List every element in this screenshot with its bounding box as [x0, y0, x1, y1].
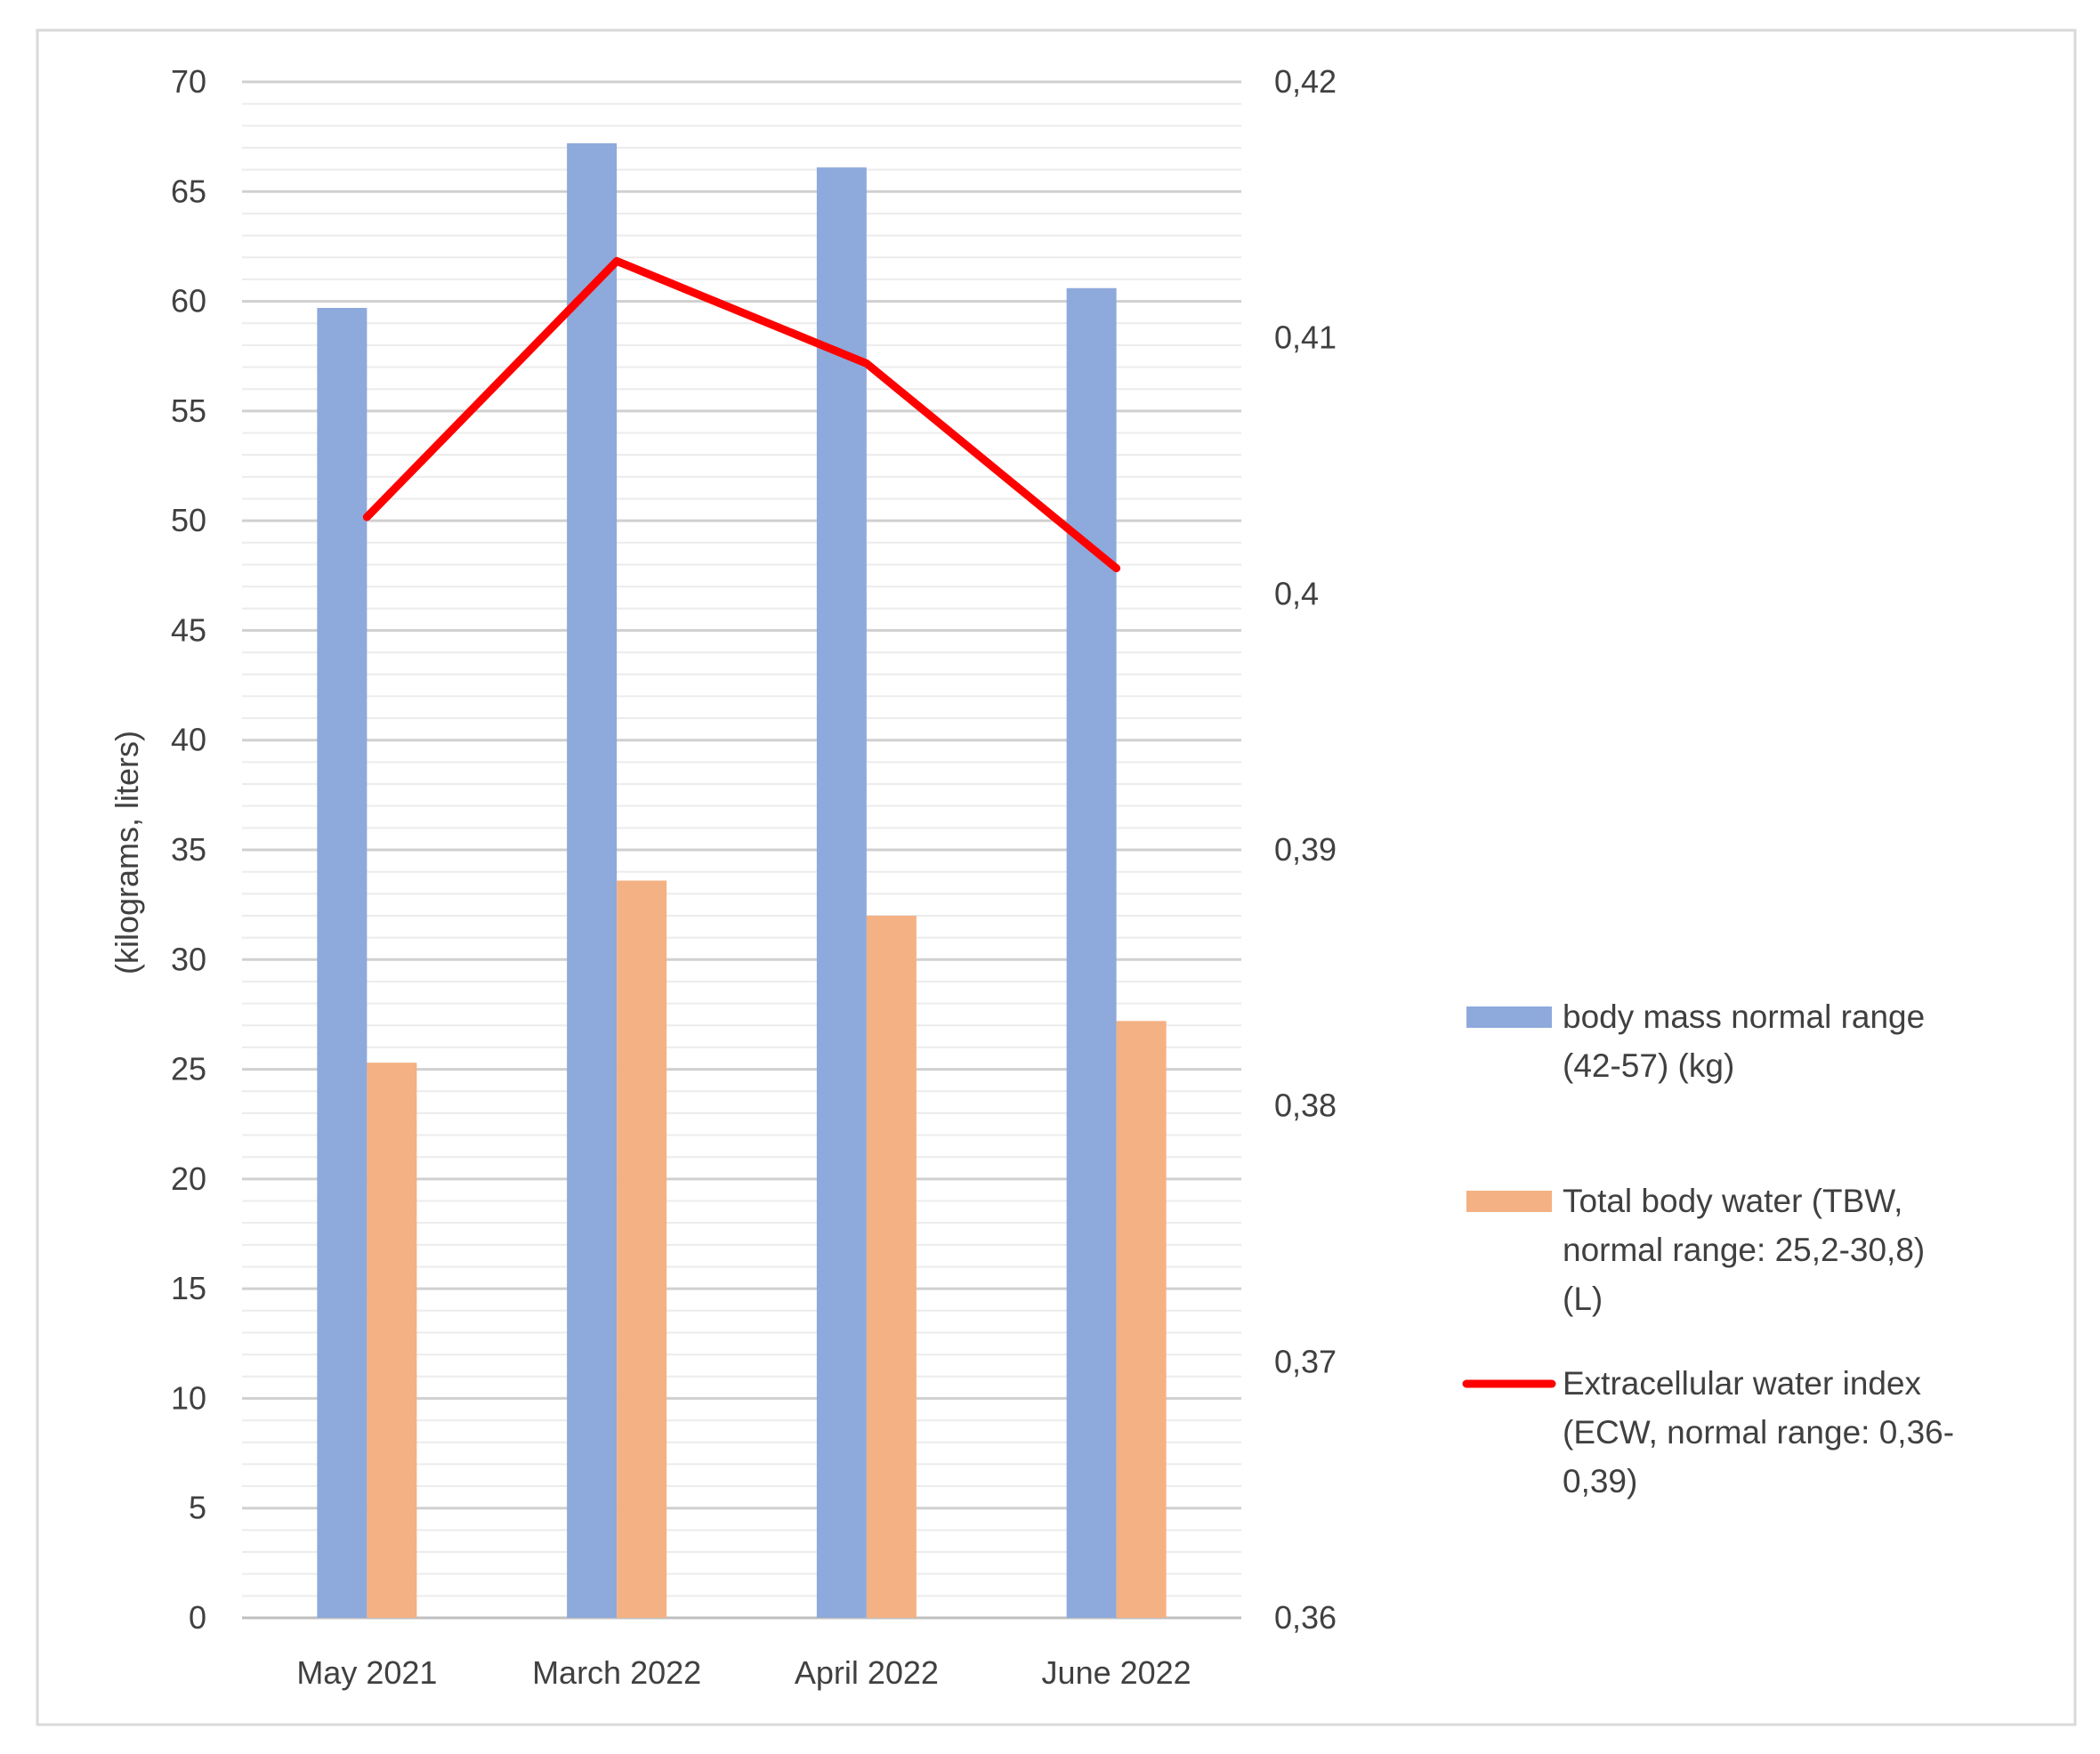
y2-tick-label: 0,41 — [1274, 319, 1337, 356]
legend-label: (42-57) (kg) — [1563, 1047, 1734, 1084]
legend-label: normal range: 25,2-30,8) — [1563, 1232, 1925, 1268]
y2-tick-label: 0,39 — [1274, 831, 1337, 868]
y-tick-label: 0 — [189, 1599, 206, 1636]
right-axis-ticks: 0,36 0,37 0,38 0,39 0,4 0,41 0,42 — [1274, 63, 1337, 1636]
y-tick-label: 60 — [171, 283, 206, 319]
ecw-point — [865, 362, 868, 365]
y-tick-label: 20 — [171, 1160, 206, 1197]
body-mass-bar — [816, 167, 867, 1619]
legend-key-total-body-water — [1466, 1191, 1552, 1212]
x-tick-label: March 2022 — [532, 1654, 701, 1691]
y-tick-label: 25 — [171, 1051, 206, 1087]
y-tick-label: 15 — [171, 1270, 206, 1306]
total-body-water-bar — [1116, 1021, 1167, 1618]
body-mass-bar — [567, 143, 618, 1618]
total-body-water-bar — [617, 880, 667, 1618]
y2-tick-label: 0,4 — [1274, 575, 1319, 611]
legend-label: Total body water (TBW, — [1563, 1183, 1902, 1219]
y-tick-label: 50 — [171, 502, 206, 538]
y2-tick-label: 0,37 — [1274, 1343, 1337, 1379]
x-tick-label: June 2022 — [1042, 1654, 1191, 1691]
legend: body mass normal range (42-57) (kg) Total … — [1462, 998, 1954, 1499]
y-tick-label: 35 — [171, 831, 206, 868]
left-axis-ticks: 0 5 10 15 20 25 30 35 40 45 50 55 60 65 70 — [171, 63, 206, 1636]
y-tick-label: 10 — [171, 1379, 206, 1416]
y-axis-label: (kilograms, liters) — [109, 731, 145, 974]
bars — [317, 143, 1167, 1619]
legend-label: (ECW, normal range: 0,36- — [1563, 1414, 1954, 1451]
x-axis-ticks: May 2021 March 2022 April 2022 June 2022 — [296, 1654, 1191, 1691]
ecw-line-layer — [362, 256, 1121, 573]
y-tick-label: 45 — [171, 611, 206, 648]
ecw-point — [616, 260, 618, 263]
legend-label: 0,39) — [1563, 1463, 1637, 1499]
y2-tick-label: 0,38 — [1274, 1087, 1337, 1124]
legend-label: body mass normal range — [1563, 998, 1925, 1035]
y-tick-label: 5 — [189, 1490, 206, 1526]
y-tick-label: 65 — [171, 173, 206, 209]
y-tick-label: 70 — [171, 63, 206, 100]
ecw-line — [362, 256, 1121, 573]
total-body-water-bar — [866, 915, 917, 1618]
y-tick-label: 40 — [171, 722, 206, 758]
legend-label: Extracellular water index — [1563, 1365, 1922, 1402]
total-body-water-bar — [367, 1063, 417, 1618]
ecw-point — [366, 516, 368, 519]
y2-tick-label: 0,42 — [1274, 63, 1337, 100]
legend-label: (L) — [1563, 1281, 1603, 1317]
x-tick-label: May 2021 — [296, 1654, 437, 1691]
y-tick-label: 30 — [171, 941, 206, 977]
ecw-point — [1115, 567, 1118, 570]
body-mass-bar — [317, 307, 368, 1619]
y2-tick-label: 0,36 — [1274, 1599, 1337, 1636]
x-tick-label: April 2022 — [795, 1654, 939, 1691]
y-tick-label: 55 — [171, 392, 206, 429]
body-mass-bar — [1066, 287, 1117, 1619]
legend-key-body-mass — [1466, 1006, 1552, 1028]
